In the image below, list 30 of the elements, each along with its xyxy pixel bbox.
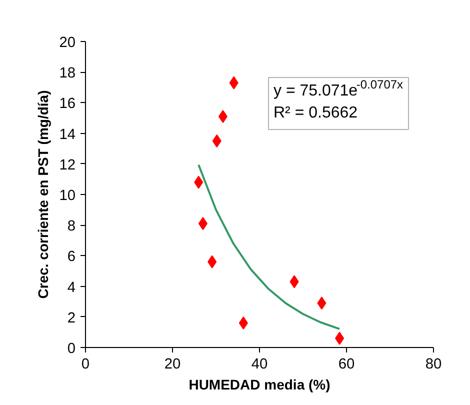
y-tick-label: 12 [59, 157, 76, 174]
y-tick-label: 6 [67, 249, 76, 266]
point [194, 176, 204, 189]
point [238, 316, 248, 330]
y-tick-label: 18 [59, 66, 76, 82]
point [229, 76, 238, 90]
y-axis-title: Crec. corriente en PST (mg/día) [35, 90, 52, 299]
y-tick-label: 0 [67, 341, 76, 357]
annotation: R² = 0.5662 [274, 104, 358, 122]
y-tick-label: 14 [59, 126, 76, 143]
y-tick-label: 2 [67, 310, 76, 326]
x-tick-label: 80 [425, 356, 442, 372]
y-tick-label: 8 [67, 218, 76, 235]
x-tick-label: 40 [251, 356, 268, 372]
y-tick-label: 16 [59, 96, 76, 112]
point [317, 296, 326, 310]
x-tick-label: 60 [338, 356, 355, 372]
y-tick-label: 10 [59, 188, 76, 204]
y-tick-label: 20 [59, 35, 76, 51]
point [198, 217, 208, 230]
point [290, 275, 299, 288]
point [212, 134, 222, 148]
y-tick-label: 4 [67, 280, 76, 296]
point [218, 110, 228, 123]
point [208, 255, 217, 268]
line-series [198, 164, 341, 330]
x-axis-title: HUMEDAD media (%) [188, 376, 330, 392]
point [335, 332, 344, 345]
x-tick-label: 20 [164, 356, 181, 372]
x-tick-label: 0 [81, 356, 90, 372]
